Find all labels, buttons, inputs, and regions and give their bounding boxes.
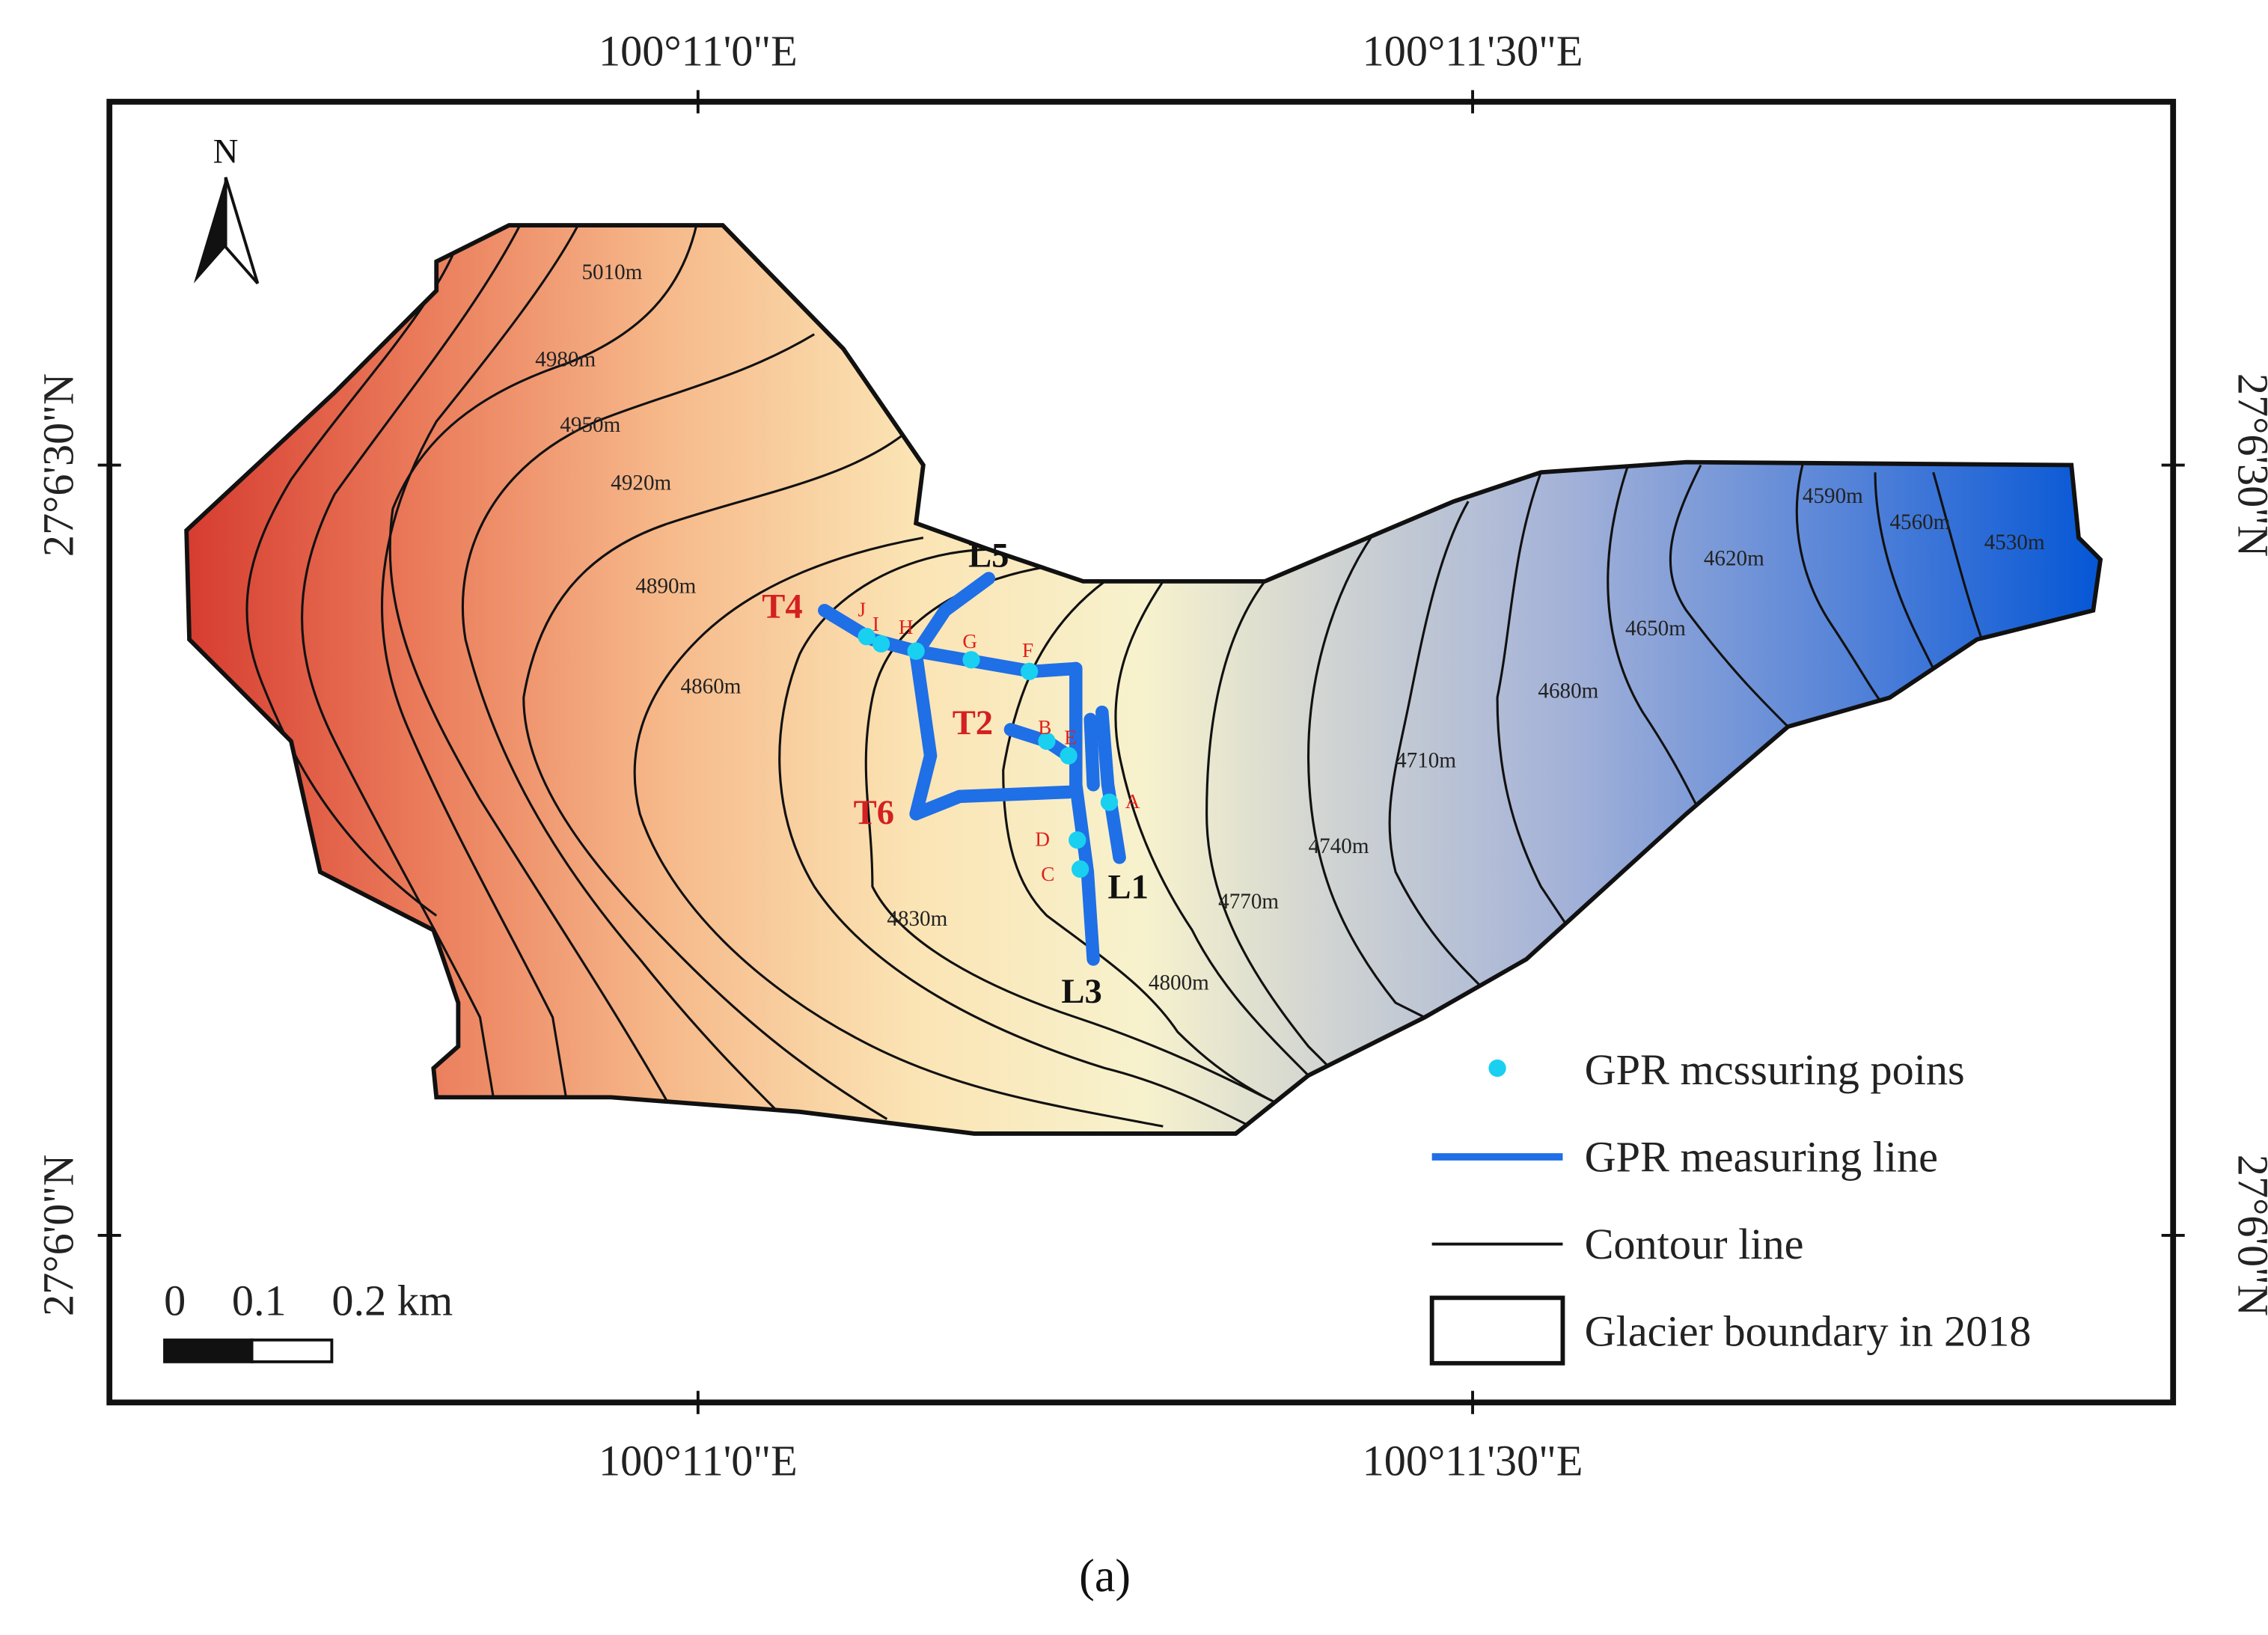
longitude-label: 100°11'0"E bbox=[599, 1436, 798, 1485]
scale-label: 0.2 km bbox=[331, 1277, 453, 1325]
contour-label: 4830m bbox=[887, 907, 947, 931]
line-label: T4 bbox=[762, 587, 802, 626]
latitude-label: 27°6'0"N bbox=[2229, 1155, 2268, 1316]
point-label: C bbox=[1041, 863, 1054, 885]
legend-label: Glacier boundary in 2018 bbox=[1585, 1307, 2032, 1355]
north-arrow: N bbox=[193, 132, 260, 285]
contour-label: 4950m bbox=[560, 413, 620, 437]
contour-label: 4590m bbox=[1803, 484, 1863, 508]
latitude-label: 27°6'30"N bbox=[2229, 373, 2268, 557]
contour-label: 4770m bbox=[1218, 890, 1279, 914]
point-label: H bbox=[899, 616, 914, 638]
point-label: D bbox=[1035, 828, 1050, 850]
contour-labels: 5010m 4980m 4950m 4920m 4890m 4860m 4830… bbox=[535, 260, 2045, 995]
latitude-label: 27°6'30"N bbox=[34, 373, 83, 557]
point-label: E bbox=[1064, 726, 1077, 748]
point-label: G bbox=[962, 630, 977, 653]
coordinate-labels: 100°11'0"E 100°11'30"E 100°11'0"E 100°11… bbox=[34, 26, 2268, 1485]
point-labels: J I H G F B E A D C bbox=[858, 599, 1140, 885]
point-label: B bbox=[1038, 716, 1051, 739]
longitude-label: 100°11'30"E bbox=[1363, 26, 1583, 75]
point-label: J bbox=[858, 599, 866, 621]
contour-label: 4560m bbox=[1889, 510, 1950, 534]
legend-label: Contour line bbox=[1585, 1220, 1804, 1268]
contour-lines bbox=[245, 225, 1986, 1128]
line-label: L3 bbox=[1061, 972, 1101, 1011]
contour-label: 4860m bbox=[681, 674, 742, 698]
contour-label: 4620m bbox=[1704, 547, 1764, 571]
scale-bar: 0 0.1 0.2 km bbox=[163, 1277, 453, 1363]
line-labels: T4 L5 T2 T6 L1 L3 bbox=[762, 536, 1149, 1011]
point-label: I bbox=[872, 613, 879, 635]
legend: GPR mcssuring poins GPR measuring line C… bbox=[1429, 1045, 2032, 1366]
point-label: A bbox=[1125, 790, 1140, 813]
scale-label: 0.1 bbox=[232, 1277, 287, 1325]
contour-label: 5010m bbox=[581, 260, 642, 284]
contour-label: 4980m bbox=[535, 347, 596, 371]
line-label: T2 bbox=[953, 703, 993, 742]
contour-label: 4680m bbox=[1538, 679, 1598, 703]
longitude-label: 100°11'30"E bbox=[1363, 1436, 1583, 1485]
longitude-label: 100°11'0"E bbox=[599, 26, 798, 75]
latitude-label: 27°6'0"N bbox=[34, 1155, 83, 1316]
line-label: L5 bbox=[968, 536, 1009, 575]
legend-label: GPR measuring line bbox=[1585, 1132, 1938, 1181]
caption: (a) bbox=[1079, 1551, 1131, 1602]
contour-label: 4740m bbox=[1309, 834, 1369, 858]
contour-label: 4890m bbox=[635, 574, 696, 598]
gpr-points bbox=[858, 628, 1119, 878]
point-label: F bbox=[1022, 639, 1033, 661]
contour-label: 4800m bbox=[1149, 971, 1209, 995]
north-label: N bbox=[213, 132, 239, 171]
scale-label: 0 bbox=[164, 1277, 186, 1325]
contour-label: 4530m bbox=[1984, 531, 2045, 554]
contour-label: 4920m bbox=[611, 471, 671, 495]
contour-label: 4710m bbox=[1396, 748, 1456, 772]
contour-label: 4650m bbox=[1625, 617, 1686, 641]
line-label: T6 bbox=[854, 793, 894, 832]
line-label: L1 bbox=[1108, 867, 1149, 906]
legend-label: GPR mcssuring poins bbox=[1585, 1045, 1965, 1094]
ticks bbox=[97, 90, 2185, 1414]
